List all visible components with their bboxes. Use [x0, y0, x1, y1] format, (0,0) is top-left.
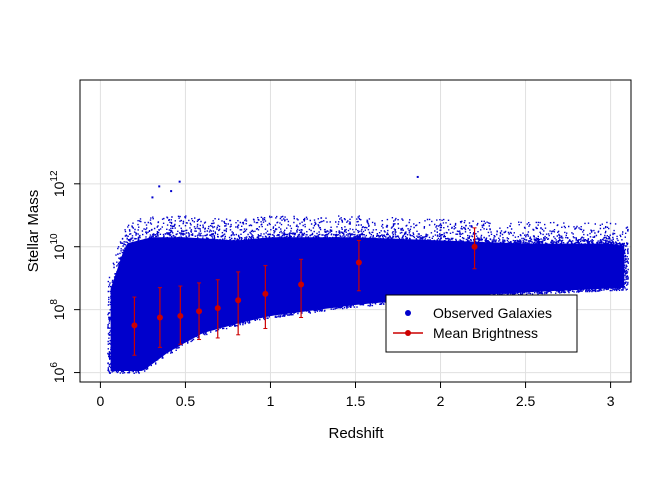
- y-axis-label: Stellar Mass: [25, 190, 42, 273]
- x-tick-label: 0: [97, 393, 105, 409]
- x-tick-label: 1.5: [346, 393, 366, 409]
- mean-point: [298, 281, 305, 288]
- galaxy-outlier-point: [178, 180, 181, 183]
- y-tick-label: 1010: [49, 233, 67, 260]
- y-tick-label: 106: [49, 362, 67, 384]
- galaxy-outlier-point: [170, 190, 173, 193]
- mean-brightness-series: [131, 227, 478, 356]
- galaxy-cloud-core: [110, 237, 625, 371]
- legend-label: Mean Brightness: [433, 325, 538, 341]
- mean-point: [131, 322, 138, 329]
- legend-marker: [405, 310, 411, 316]
- mean-point: [262, 290, 269, 297]
- x-tick-label: 1: [267, 393, 275, 409]
- mean-point: [156, 314, 163, 321]
- y-tick-label: 108: [49, 299, 67, 321]
- x-tick-label: 0.5: [176, 393, 196, 409]
- x-axis: 0 0.5 1 1.5 2 2.5 3: [97, 382, 615, 409]
- x-tick-label: 2: [437, 393, 445, 409]
- legend: Observed Galaxies Mean Brightness: [385, 294, 578, 353]
- x-tick-label: 2.5: [516, 393, 536, 409]
- mean-point: [196, 308, 203, 315]
- legend-box: [385, 294, 578, 353]
- galaxy-outlier-point: [158, 185, 161, 188]
- y-tick-label: 1012: [49, 170, 67, 197]
- mean-point: [471, 243, 478, 250]
- galaxy-outlier-point: [151, 196, 154, 199]
- x-tick-label: 3: [607, 393, 615, 409]
- galaxy-scatter-cloud: [107, 175, 629, 374]
- legend-marker: [405, 330, 411, 336]
- mean-point: [214, 305, 221, 312]
- mean-point: [355, 259, 362, 266]
- mean-point: [177, 312, 184, 319]
- galaxy-points: [107, 215, 629, 374]
- x-axis-label: Redshift: [328, 425, 384, 442]
- galaxy-outlier-point: [416, 175, 419, 178]
- legend-label: Observed Galaxies: [433, 305, 552, 321]
- y-axis: 106 108 1010 1012: [49, 170, 80, 383]
- mean-point: [235, 297, 242, 304]
